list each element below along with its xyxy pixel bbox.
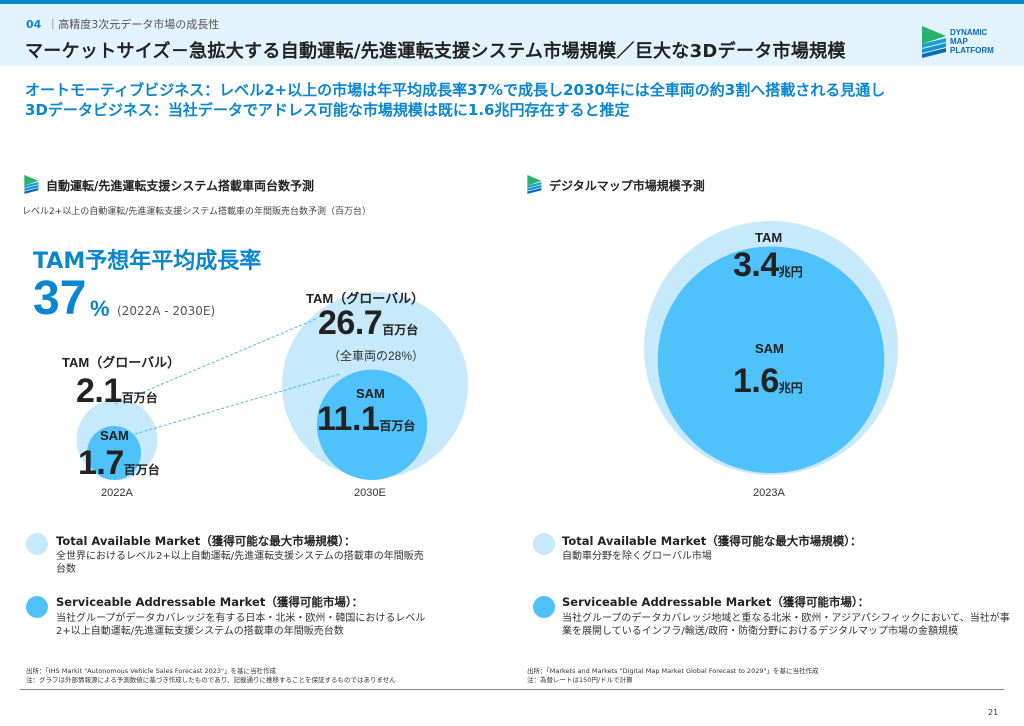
tam-2022-label: TAM（グローバル） bbox=[62, 355, 181, 370]
tam-2023-label: TAM bbox=[755, 230, 783, 245]
left-section-title: 自動運転/先進運転支援システム搭載車両台数予測 bbox=[46, 178, 315, 193]
cagr-title: TAM予想年平均成長率 bbox=[33, 249, 262, 274]
tam-2030-note: （全車両の28%） bbox=[328, 349, 425, 363]
tam-2023-value-group: 3.4兆円 bbox=[733, 246, 803, 285]
sam-2022-value: 1.7 bbox=[78, 444, 124, 482]
year-2023: 2023A bbox=[753, 487, 785, 499]
footnote-right-note: 注：為替レートは150円/ドルで計算 bbox=[527, 676, 633, 684]
page-title: マーケットサイズ－急拡大する自動運転/先進運転支援システム市場規模／巨大な3Dデ… bbox=[25, 41, 846, 62]
footnote-left-source: 出所：「IHS Markit "Autonomous Vehicle Sales… bbox=[26, 667, 277, 675]
year-2030: 2030E bbox=[354, 487, 386, 499]
legend-sam-desc: 当社グループのデータカバレッジ地域と重なる北米・欧州・アジアパシフィックにおいて… bbox=[562, 613, 1010, 637]
tam-2023-unit: 兆円 bbox=[778, 265, 803, 279]
cagr-range: (2022A - 2030E) bbox=[117, 304, 216, 318]
legend-sam-title: Serviceable Addressable Market（獲得可能市場）： bbox=[562, 595, 870, 609]
bubble-sam-2030 bbox=[316, 369, 428, 480]
tam-2022-value: 2.1 bbox=[76, 372, 122, 410]
legend-tam-desc: 全世界におけるレベル2+以上自動運転/先進運転支援システムの搭載車の年間販売台数 bbox=[56, 551, 424, 575]
sam-2023-unit: 兆円 bbox=[778, 381, 803, 395]
left-section-heading: 自動運転/先進運転支援システム搭載車両台数予測 bbox=[24, 175, 314, 195]
tam-2023-value: 3.4 bbox=[733, 246, 779, 284]
sam-2023-value-group: 1.6兆円 bbox=[733, 362, 803, 401]
footnote-left-note: 注：グラフは外部情報源による予測数値に基づき作成したものであり、記載通りに推移す… bbox=[26, 676, 396, 684]
section-number: 04 bbox=[26, 18, 42, 31]
connector-sam bbox=[134, 373, 341, 435]
sam-2030-label: SAM bbox=[356, 386, 385, 401]
footnote-left: 出所：「IHS Markit "Autonomous Vehicle Sales… bbox=[26, 667, 396, 685]
lead-line-3d-data: 3Dデータビジネス：当社データでアドレス可能な市場規模は既に1.6兆円存在すると… bbox=[25, 101, 630, 119]
legend-sam-desc: 当社グループがデータカバレッジを有する日本・北米・欧州・韓国におけるレベル2+以… bbox=[56, 613, 426, 637]
legend-tam-swatch bbox=[533, 533, 555, 555]
bubble-sam-2022 bbox=[87, 426, 141, 480]
lead-line-automotive: オートモーティブビジネス：レベル2+以上の市場は年平均成長率37%で成長し203… bbox=[25, 81, 886, 99]
tam-2022-value-group: 2.1百万台 bbox=[76, 372, 158, 411]
section-marker-icon bbox=[24, 175, 39, 194]
sam-2022-label: SAM bbox=[100, 428, 129, 443]
sam-2022-unit: 百万台 bbox=[123, 463, 160, 477]
header-band: 04 ｜高精度3次元データ市場の成長性 マーケットサイズ－急拡大する自動運転/先進… bbox=[0, 4, 1024, 66]
legend-tam-title: Total Available Market（獲得可能な最大市場規模）： bbox=[562, 534, 862, 548]
company-logo: DYNAMIC MAP PLATFORM bbox=[922, 26, 1012, 62]
sam-2023-value: 1.6 bbox=[733, 362, 779, 400]
tam-2030-value: 26.7 bbox=[318, 304, 383, 342]
right-section-heading: デジタルマップ市場規模予測 bbox=[527, 175, 705, 195]
legend-tam-swatch bbox=[26, 533, 48, 555]
footnote-right: 出所：「Markets and Markets "Digital Map Mar… bbox=[527, 667, 818, 685]
legend-tam-title: Total Available Market（獲得可能な最大市場規模）： bbox=[56, 534, 356, 548]
bubble-sam-2023 bbox=[657, 246, 885, 473]
logo-mark-icon bbox=[922, 26, 946, 58]
year-2022: 2022A bbox=[101, 487, 133, 499]
footnote-right-source: 出所：「Markets and Markets "Digital Map Mar… bbox=[527, 667, 819, 675]
tam-2022-unit: 百万台 bbox=[121, 391, 158, 405]
sam-2023-label: SAM bbox=[755, 341, 784, 356]
lead-message: オートモーティブビジネス：レベル2+以上の市場は年平均成長率37%で成長し203… bbox=[25, 80, 885, 120]
right-section-title: デジタルマップ市場規模予測 bbox=[549, 178, 705, 193]
connector-tam bbox=[114, 317, 319, 405]
legend-sam-swatch bbox=[26, 596, 48, 618]
cagr-value: 37 bbox=[33, 272, 87, 325]
top-accent-bar bbox=[0, 0, 1024, 4]
tam-2030-unit: 百万台 bbox=[382, 323, 419, 337]
page-number: 21 bbox=[988, 708, 999, 717]
section-title: ｜高精度3次元データ市場の成長性 bbox=[47, 18, 220, 31]
tam-2030-label: TAM（グローバル） bbox=[306, 291, 425, 306]
sam-2030-value: 11.1 bbox=[317, 400, 380, 438]
tam-2030-value-group: 26.7百万台 bbox=[318, 304, 418, 343]
legend-sam-swatch bbox=[533, 596, 555, 618]
section-label: 04 ｜高精度3次元データ市場の成長性 bbox=[26, 16, 219, 32]
sam-2030-value-group: 11.1百万台 bbox=[317, 400, 415, 439]
bottom-divider bbox=[20, 689, 1004, 690]
legend-sam-title: Serviceable Addressable Market（獲得可能市場）： bbox=[56, 595, 364, 609]
cagr-unit: % bbox=[90, 296, 110, 321]
logo-text: DYNAMIC MAP PLATFORM bbox=[950, 28, 994, 55]
sam-2030-unit: 百万台 bbox=[379, 419, 416, 433]
sam-2022-value-group: 1.7百万台 bbox=[78, 444, 160, 483]
section-marker-icon bbox=[527, 175, 542, 194]
chart-caption: レベル2+以上の自動運転/先進運転支援システム搭載車の年間販売台数予測（百万台） bbox=[22, 207, 372, 217]
legend-tam-desc: 自動車分野を除くグローバル市場 bbox=[562, 551, 712, 562]
